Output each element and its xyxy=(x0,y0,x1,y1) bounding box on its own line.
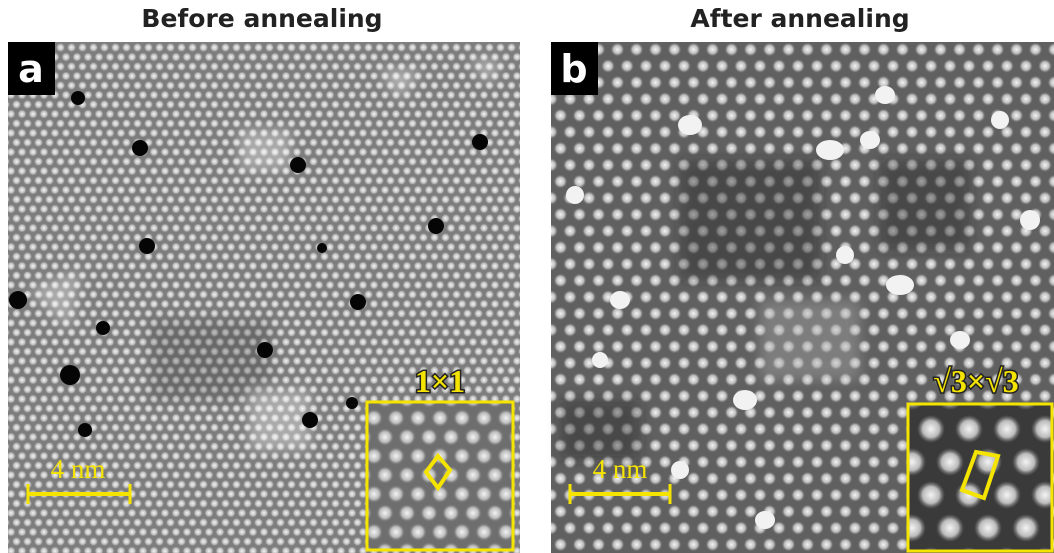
inset-label: √3×√3 xyxy=(933,363,1018,399)
figure: Before annealing a 4 nm 1×1 After anneal… xyxy=(0,0,1054,553)
scale-label: 4 nm xyxy=(51,454,106,484)
panel-label: b xyxy=(560,47,587,91)
panel-title: After annealing xyxy=(690,4,909,33)
inset xyxy=(908,404,1052,551)
panel-title: Before annealing xyxy=(141,4,382,33)
scale-label: 4 nm xyxy=(593,454,648,484)
inset xyxy=(367,402,513,550)
inset-label: 1×1 xyxy=(415,363,465,399)
panel-label: a xyxy=(18,47,44,91)
